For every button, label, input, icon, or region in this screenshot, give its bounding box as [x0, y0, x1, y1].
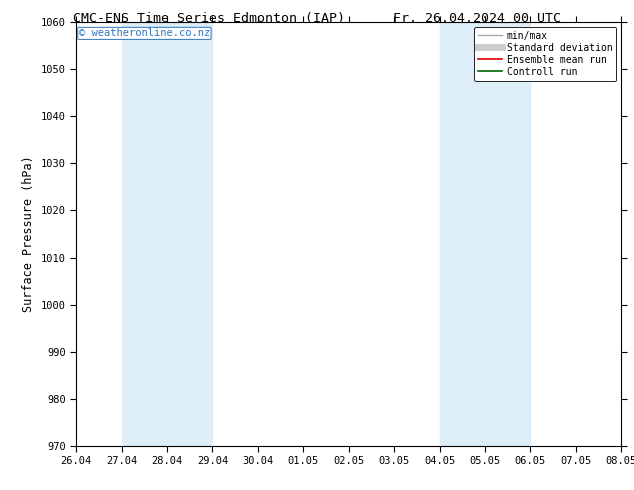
- Legend: min/max, Standard deviation, Ensemble mean run, Controll run: min/max, Standard deviation, Ensemble me…: [474, 27, 616, 80]
- Bar: [439, 22, 531, 446]
- Y-axis label: Surface Pressure (hPa): Surface Pressure (hPa): [22, 156, 35, 312]
- Bar: [122, 22, 212, 446]
- Text: © weatheronline.co.nz: © weatheronline.co.nz: [79, 28, 210, 38]
- Text: CMC-ENS Time Series Edmonton (IAP)      Fr. 26.04.2024 00 UTC: CMC-ENS Time Series Edmonton (IAP) Fr. 2…: [73, 12, 561, 25]
